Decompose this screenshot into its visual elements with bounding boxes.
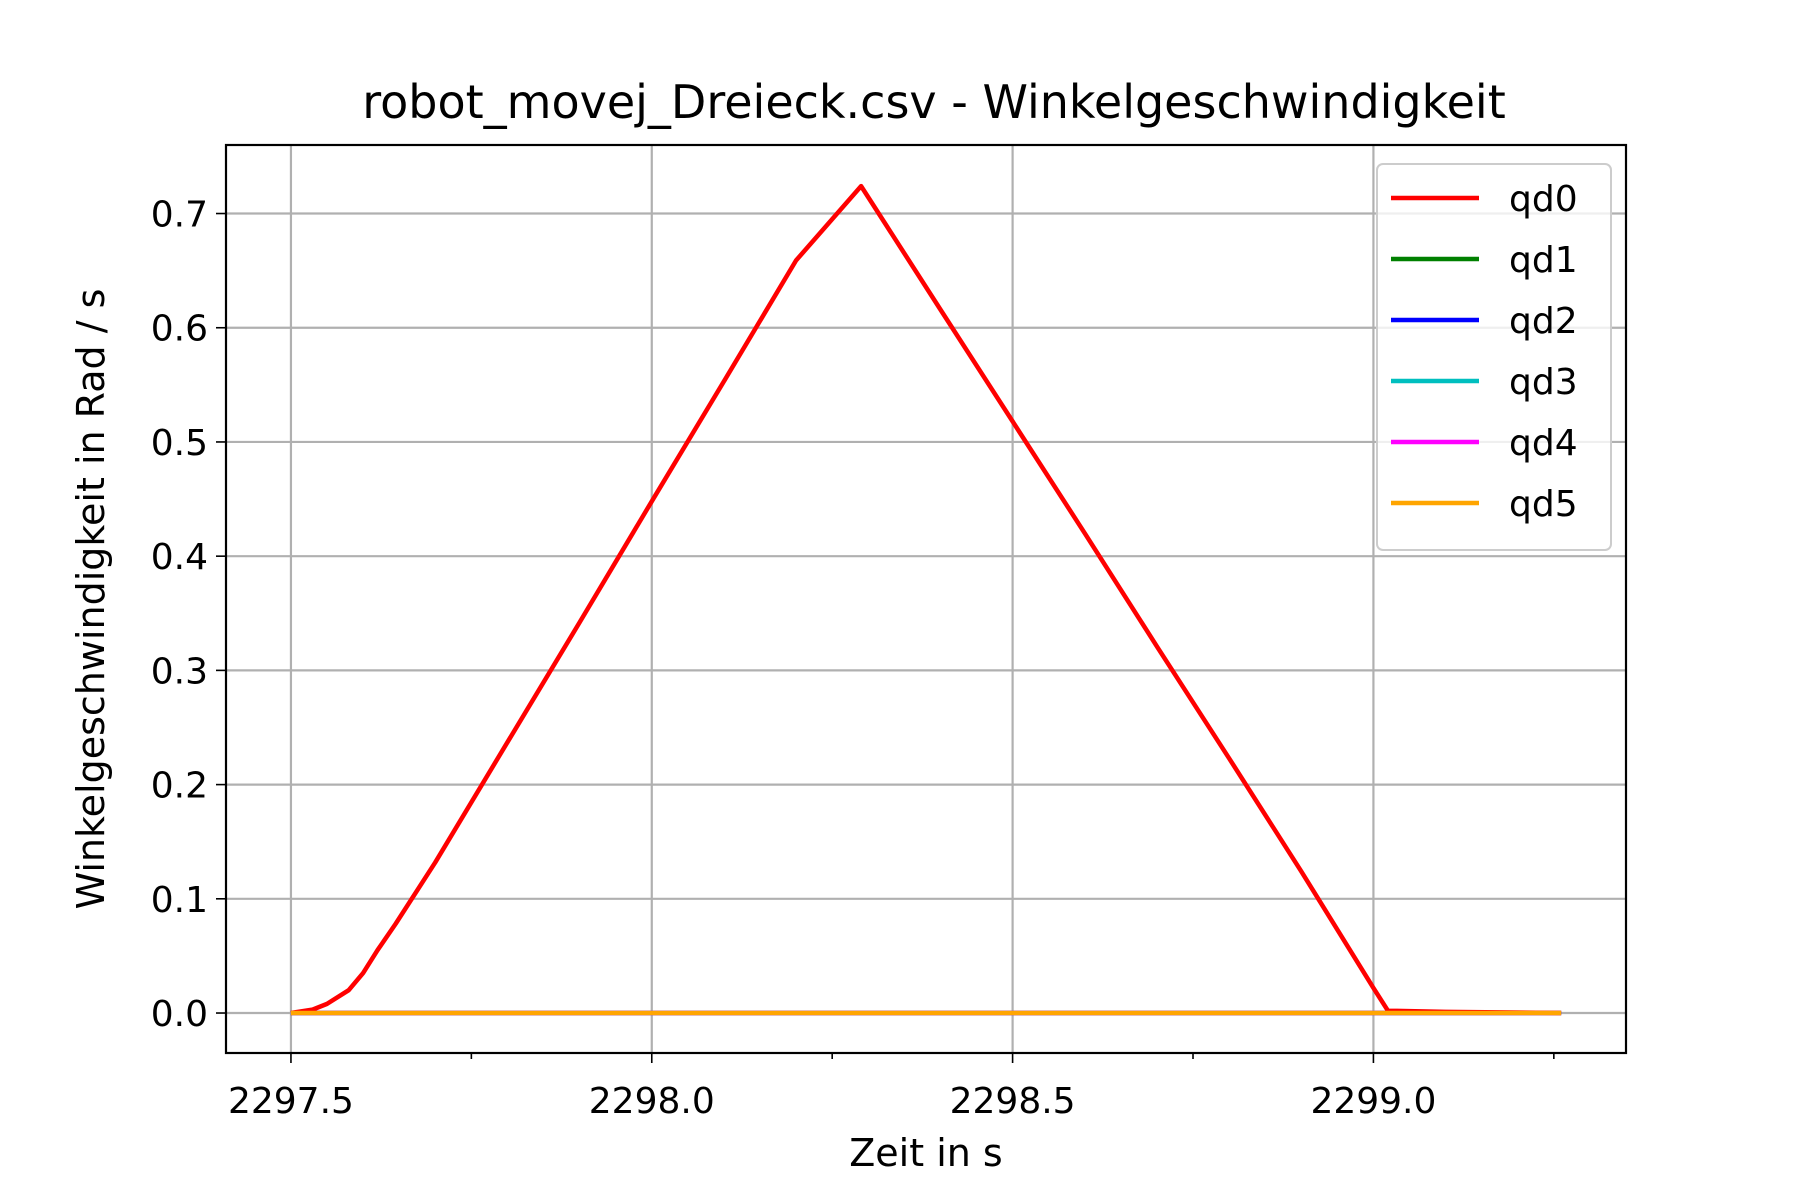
- y-tick-label: 0.6: [151, 309, 208, 350]
- y-tick-label: 0.0: [151, 994, 208, 1035]
- y-tick-label: 0.1: [151, 880, 208, 921]
- y-tick-label: 0.4: [151, 537, 208, 578]
- x-tick-label: 2299.0: [1310, 1081, 1436, 1122]
- y-tick-label: 0.7: [151, 195, 208, 236]
- x-tick-label: 2298.5: [950, 1081, 1076, 1122]
- x-axis-label: Zeit in s: [849, 1131, 1002, 1175]
- legend: qd0 qd1 qd2 qd3 qd4 qd5: [1376, 163, 1612, 551]
- legend-label-qd1: qd1: [1509, 240, 1578, 281]
- series-lines: [290, 183, 1562, 1016]
- series-line-qd0: [290, 183, 1562, 1016]
- y-tick-label: 0.3: [151, 651, 208, 692]
- legend-label-qd5: qd5: [1509, 484, 1578, 525]
- legend-label-qd4: qd4: [1509, 423, 1578, 464]
- y-axis-label: Winkelgeschwindigkeit in Rad / s: [69, 289, 113, 910]
- legend-label-qd3: qd3: [1509, 362, 1578, 403]
- ticks: 2297.5 2298.0 2298.5 2299.0 0.0 0.1 0.2 0.3 0.4 0…: [151, 195, 1555, 1122]
- chart-title: robot_movej_Dreieck.csv - Winkelgeschwin…: [362, 75, 1506, 129]
- x-tick-label: 2298.0: [589, 1081, 715, 1122]
- x-tick-label: 2297.5: [228, 1081, 354, 1122]
- plot-frame: [224, 143, 1628, 1055]
- legend-label-qd0: qd0: [1509, 179, 1578, 220]
- legend-label-qd2: qd2: [1509, 301, 1578, 342]
- y-tick-label: 0.5: [151, 423, 208, 464]
- y-tick-label: 0.2: [151, 766, 208, 807]
